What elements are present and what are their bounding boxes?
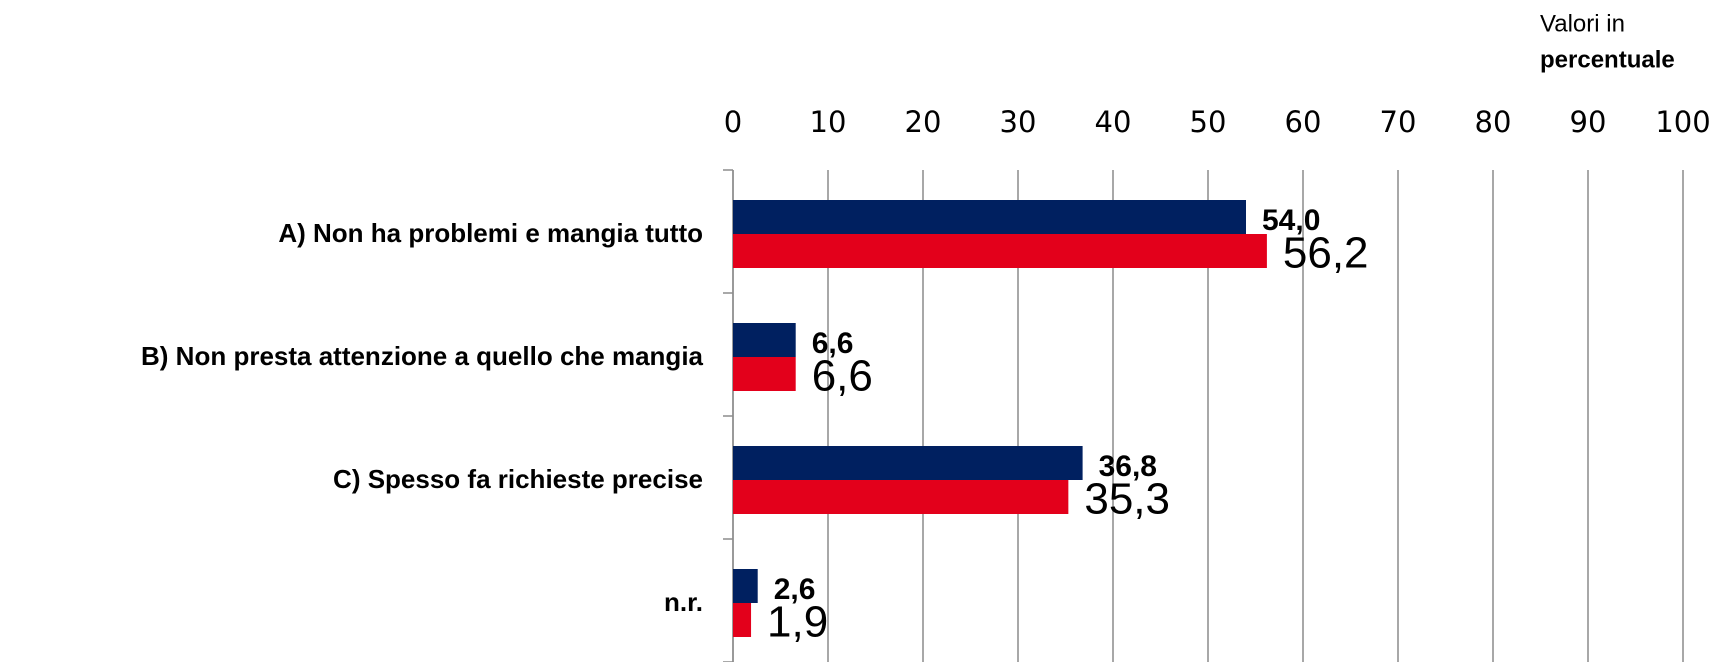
x-tick-label: 0 xyxy=(724,105,742,139)
data-label: 56,2 xyxy=(1283,229,1369,278)
note: Valori in xyxy=(1540,10,1625,37)
x-tick-label: 50 xyxy=(1190,105,1227,139)
note: percentuale xyxy=(1540,46,1675,73)
data-label: 6,6 xyxy=(812,327,854,360)
data-label: 1,9 xyxy=(767,598,828,647)
x-tick-label: 100 xyxy=(1655,105,1710,139)
y-tick-label: A) Non ha problemi e mangia tutto xyxy=(278,218,703,248)
x-tick-label: 80 xyxy=(1475,105,1512,139)
bar xyxy=(733,357,796,391)
y-tick-label: B) Non presta attenzione a quello che ma… xyxy=(141,341,704,371)
bar xyxy=(733,200,1246,234)
data-label: 54,0 xyxy=(1262,204,1320,237)
x-tick-label: 60 xyxy=(1285,105,1322,139)
bar xyxy=(733,480,1069,514)
data-label: 2,6 xyxy=(774,573,816,606)
bar xyxy=(733,603,752,637)
y-tick-label: n.r. xyxy=(664,587,703,617)
data-label: 36,8 xyxy=(1099,450,1157,483)
data-label: 35,3 xyxy=(1084,475,1170,524)
data-label: 6,6 xyxy=(812,352,873,401)
x-tick-label: 30 xyxy=(1000,105,1037,139)
x-tick-label: 10 xyxy=(810,105,847,139)
bar xyxy=(733,323,796,357)
x-tick-label: 40 xyxy=(1095,105,1132,139)
bar xyxy=(733,234,1267,268)
bar xyxy=(733,446,1083,480)
bar xyxy=(733,569,758,603)
y-tick-label: C) Spesso fa richieste precise xyxy=(333,464,703,494)
x-tick-label: 20 xyxy=(905,105,942,139)
x-tick-label: 70 xyxy=(1380,105,1417,139)
x-tick-label: 90 xyxy=(1570,105,1607,139)
